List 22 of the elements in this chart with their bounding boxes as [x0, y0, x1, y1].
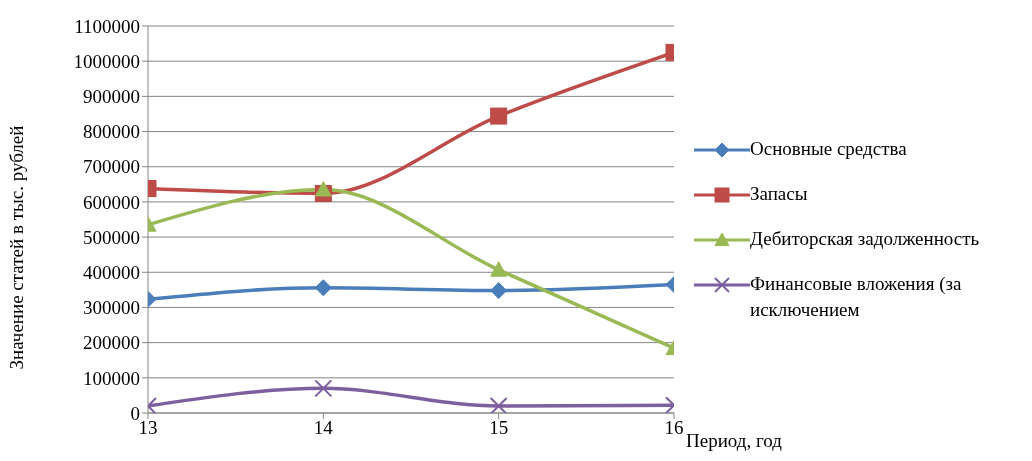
y-tick-label: 300000 — [83, 297, 140, 319]
y-tick-label: 500000 — [83, 226, 140, 248]
y-tick-label: 100000 — [83, 367, 140, 389]
x-tick-label: 15 — [489, 417, 509, 439]
y-tick-label: 400000 — [83, 262, 140, 284]
x-axis-title: Период, год — [686, 430, 782, 452]
y-tick-label: 800000 — [83, 121, 140, 143]
x-tick-label: 13 — [138, 417, 158, 439]
legend-label: Запасы — [750, 181, 808, 206]
y-tick-label: 0 — [130, 402, 140, 424]
legend-label: Дебиторская задолженность — [750, 226, 980, 251]
y-tick-label: 700000 — [83, 156, 140, 178]
y-tick-label: 200000 — [83, 332, 140, 354]
y-tick-label: 1100000 — [74, 15, 140, 37]
legend-label: Финансовые вложения (за исключением — [750, 271, 963, 322]
y-axis-title: Значение статей в тыс. рублей — [5, 125, 27, 370]
y-tick-label: 900000 — [83, 86, 140, 108]
y-tick-label: 1000000 — [73, 50, 140, 72]
x-tick-label: 14 — [313, 417, 334, 439]
legend-label: Основные средства — [750, 136, 907, 161]
y-tick-label: 600000 — [83, 191, 140, 213]
x-tick-label: 16 — [664, 417, 684, 439]
